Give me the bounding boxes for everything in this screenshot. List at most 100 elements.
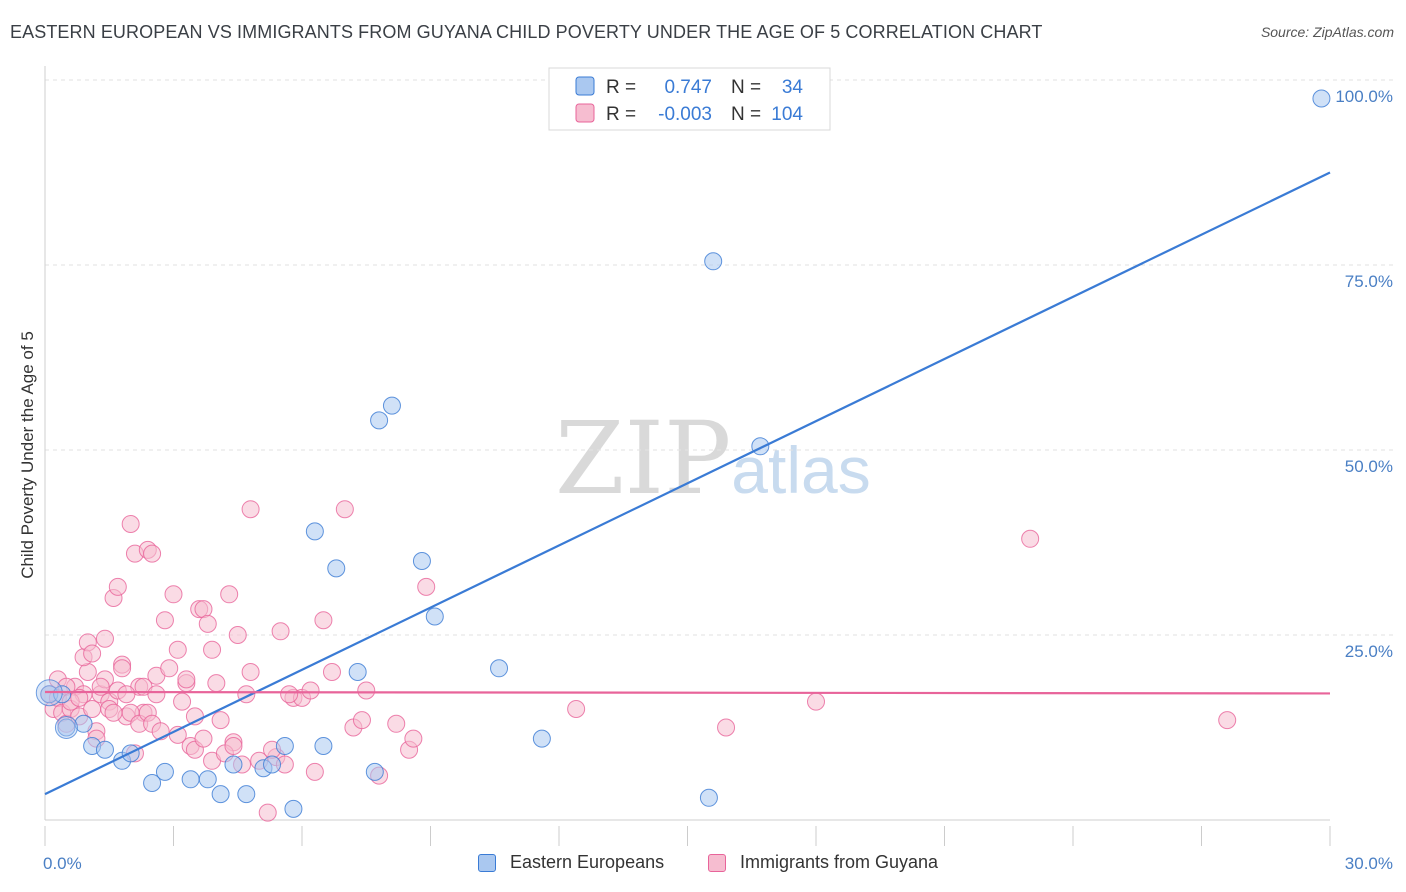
point-eastern-european (412, 552, 431, 570)
point-immigrant-guyana (357, 681, 376, 700)
x-tick-label: 0.0% (43, 854, 82, 873)
point-eastern-european (57, 718, 76, 737)
trend-line-immigrants-guyana (44, 690, 1331, 695)
legend-n-label-1: N = (731, 77, 761, 98)
point-immigrant-guyana (404, 729, 423, 748)
point-immigrant-guyana (70, 688, 89, 707)
point-immigrant-guyana (271, 622, 290, 641)
point-eastern-european (74, 714, 93, 733)
legend-swatch-immigrants-from-guyana (708, 853, 726, 872)
axes (44, 66, 1331, 846)
point-eastern-european (1312, 89, 1331, 108)
legend-box (548, 67, 831, 131)
point-immigrant-guyana (207, 674, 226, 693)
legend-n-value-2: 104 (771, 104, 803, 125)
point-immigrant-guyana (198, 614, 217, 633)
point-immigrant-guyana (258, 803, 277, 822)
chart-title: EASTERN EUROPEAN VS IMMIGRANTS FROM GUYA… (10, 22, 1043, 42)
tick-labels: 100.0% 75.0% 50.0% 25.0% 0.0% 30.0% (43, 87, 1393, 873)
point-eastern-european (365, 762, 384, 781)
legend-swatch-eastern-europeans (478, 853, 496, 872)
point-immigrant-guyana (113, 659, 132, 678)
legend-item-immigrants-from-guyana[interactable]: Immigrants from Guyana (708, 852, 938, 873)
point-eastern-european (425, 607, 444, 626)
watermark-zip: ZIP (555, 400, 732, 517)
correlation-legend: R = 0.747 N = 34 R = -0.003 N = 104 (548, 67, 831, 131)
legend-n-label-2: N = (731, 104, 761, 125)
point-eastern-european (284, 799, 303, 818)
point-eastern-european (211, 785, 230, 804)
point-immigrant-guyana (241, 663, 260, 681)
point-immigrant-guyana (168, 640, 187, 659)
y-tick-label: 75.0% (1345, 272, 1393, 291)
point-immigrant-guyana (155, 611, 174, 630)
point-immigrant-guyana (211, 711, 230, 730)
point-immigrant-guyana (164, 585, 183, 604)
x-tick-label: 30.0% (1345, 854, 1393, 873)
point-immigrant-guyana (143, 544, 162, 563)
watermark: ZIPatlas (555, 400, 871, 517)
point-immigrant-guyana (567, 700, 586, 718)
point-eastern-european (382, 396, 401, 415)
point-eastern-european (699, 788, 718, 807)
legend-item-eastern-europeans[interactable]: Eastern Europeans (478, 852, 664, 873)
point-immigrant-guyana (104, 703, 123, 722)
point-eastern-european (181, 770, 200, 789)
point-eastern-european (155, 762, 174, 781)
point-eastern-european (532, 729, 551, 748)
point-eastern-european (198, 770, 217, 789)
legend-r-value-2: -0.003 (658, 104, 712, 125)
point-immigrant-guyana (717, 718, 736, 737)
point-immigrant-guyana (387, 714, 406, 733)
point-eastern-european-cluster (54, 716, 78, 739)
y-tick-label: 25.0% (1345, 642, 1393, 661)
point-eastern-european (370, 411, 389, 430)
point-immigrant-guyana (301, 681, 320, 700)
y-tick-label: 50.0% (1345, 457, 1393, 476)
series-eastern-europeans (35, 89, 1331, 818)
bottom-legend: Eastern Europeans Immigrants from Guyana (0, 850, 1406, 880)
legend-n-value-1: 34 (782, 77, 804, 98)
source-label: Source: ZipAtlas.com (1260, 24, 1394, 40)
point-immigrant-guyana (83, 644, 102, 663)
point-eastern-european (263, 755, 282, 774)
point-immigrant-guyana (203, 640, 222, 659)
point-immigrant-guyana (108, 577, 127, 596)
point-immigrant-guyana (352, 711, 371, 730)
point-immigrant-guyana (417, 577, 436, 596)
point-eastern-european (305, 522, 324, 541)
point-immigrant-guyana (322, 663, 341, 681)
point-immigrant-guyana (194, 729, 213, 748)
point-immigrant-guyana (95, 629, 114, 648)
point-eastern-european (490, 659, 509, 678)
point-eastern-european (224, 755, 243, 774)
series-immigrants-from-guyana (40, 500, 1237, 822)
legend-r-label-1: R = (606, 77, 636, 98)
y-tick-label: 100.0% (1335, 87, 1393, 106)
point-eastern-european (314, 737, 333, 755)
legend-swatch-blue (575, 76, 595, 96)
point-eastern-european (348, 663, 367, 681)
point-immigrant-guyana (228, 626, 247, 644)
legend-label-eastern-europeans: Eastern Europeans (510, 852, 665, 872)
point-immigrant-guyana (117, 685, 136, 704)
grid-lines (45, 79, 1395, 636)
point-immigrant-guyana (177, 670, 196, 689)
point-immigrant-guyana (305, 762, 324, 781)
legend-swatch-pink (575, 103, 595, 123)
point-eastern-european (95, 740, 114, 759)
point-immigrant-guyana (1218, 711, 1237, 730)
point-immigrant-guyana (78, 663, 97, 681)
trend-line-eastern-europeans (44, 171, 1331, 796)
point-immigrant-guyana (280, 685, 299, 704)
point-immigrant-guyana (147, 685, 166, 704)
point-immigrant-guyana (160, 659, 179, 678)
point-immigrant-guyana (194, 600, 213, 619)
point-immigrant-guyana (121, 515, 140, 533)
point-immigrant-guyana (1021, 529, 1040, 548)
point-immigrant-guyana (335, 500, 354, 519)
point-immigrant-guyana (807, 692, 825, 711)
point-eastern-european (275, 737, 294, 755)
point-eastern-european (704, 252, 723, 271)
